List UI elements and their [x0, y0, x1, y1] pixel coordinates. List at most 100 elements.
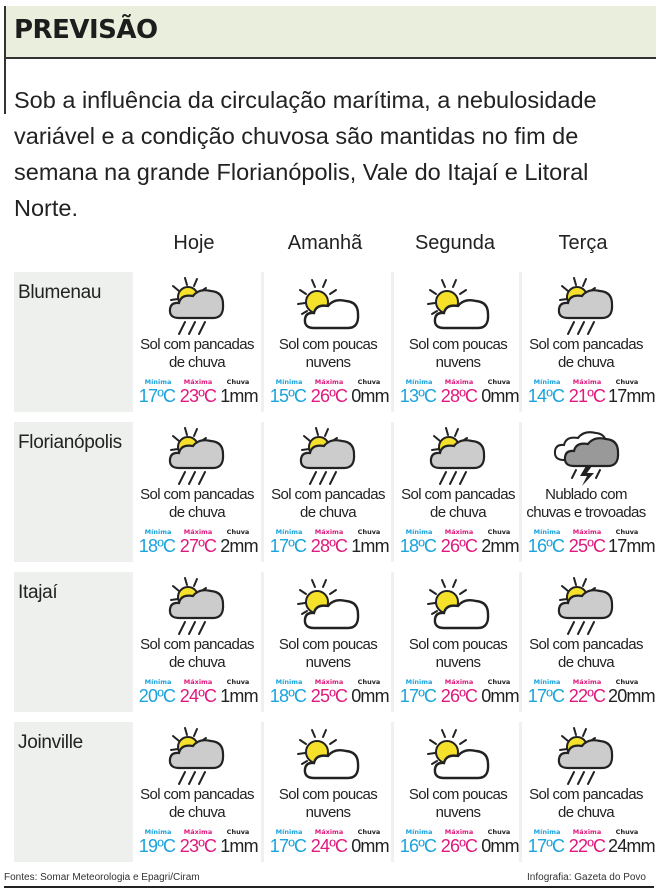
storm-cloud-icon: [522, 426, 650, 488]
min-temp: 18ºC: [269, 686, 307, 706]
max-label: Máxima: [183, 528, 213, 536]
condition-line-2: de chuva: [168, 804, 226, 821]
forecast-cell: Sol com poucas nuvens Mínima Máxima Chuva 18º…: [261, 572, 392, 712]
rain-label: Chuva: [615, 378, 639, 386]
forecast-cell: Sol com poucas nuvens Mínima Máxima Chuva 17º…: [391, 572, 522, 712]
value-labels: Mínima Máxima Chuva: [139, 378, 257, 386]
condition-text: Sol com pancadas de chuva: [522, 786, 650, 822]
min-temp: 14ºC: [527, 386, 565, 406]
forecast-cell: Sol com pancadas de chuva Mínima Máxima Chuv…: [519, 272, 656, 412]
rain-label: Chuva: [226, 378, 250, 386]
rain-amount: 1mm: [220, 386, 258, 406]
rain-amount: 1mm: [220, 686, 258, 706]
min-temp: 16ºC: [527, 536, 565, 556]
max-label: Máxima: [183, 828, 213, 836]
header-band: [4, 6, 656, 59]
condition-line-2: de chuva: [168, 504, 226, 521]
rain-label: Chuva: [226, 528, 250, 536]
value-labels: Mínima Máxima Chuva: [270, 828, 388, 836]
condition-line-1: Sol com poucas: [408, 336, 508, 353]
condition-text: Sol com pancadas de chuva: [133, 336, 261, 372]
city-cell: Florianópolis: [14, 422, 130, 562]
sources-note: Fontes: Somar Meteorologia e Epagri/Cira…: [4, 872, 200, 883]
max-label: Máxima: [314, 378, 344, 386]
condition-line-2: de chuva: [168, 654, 226, 671]
max-temp: 28ºC: [440, 386, 478, 406]
rain-amount: 20mm: [608, 686, 656, 706]
sun-cloud-rain-icon: [133, 276, 261, 338]
max-label: Máxima: [314, 528, 344, 536]
sun-cloud-icon: [394, 576, 522, 638]
condition-line-1: Sol com pancadas: [140, 486, 254, 503]
condition-text: Sol com pancadas de chuva: [133, 786, 261, 822]
values: 18ºC 26ºC 2mm: [398, 536, 520, 557]
min-temp: 17ºC: [527, 836, 565, 856]
condition-line-1: Sol com poucas: [408, 636, 508, 653]
credit-note: Infografia: Gazeta do Povo: [527, 872, 646, 883]
value-labels: Mínima Máxima Chuva: [270, 378, 388, 386]
forecast-cell: Sol com poucas nuvens Mínima Máxima Chuva 16º…: [391, 722, 522, 862]
values: 17ºC 28ºC 1mm: [268, 536, 390, 557]
condition-line-1: Sol com pancadas: [271, 486, 385, 503]
min-label: Mínima: [144, 378, 172, 386]
condition-line-1: Sol com pancadas: [140, 336, 254, 353]
condition-text: Sol com pancadas de chuva: [133, 486, 261, 522]
value-labels: Mínima Máxima Chuva: [270, 678, 388, 686]
city-cell: Blumenau: [14, 272, 130, 412]
rain-amount: 2mm: [481, 536, 519, 556]
forecast-cell: Sol com poucas nuvens Mínima Máxima Chuva 17º…: [261, 722, 392, 862]
min-temp: 19ºC: [138, 836, 176, 856]
rain-amount: 0mm: [481, 686, 519, 706]
value-labels: Mínima Máxima Chuva: [528, 528, 646, 536]
max-temp: 26ºC: [440, 686, 478, 706]
min-label: Mínima: [405, 678, 433, 686]
day-header-terca: Terça: [558, 232, 608, 254]
min-label: Mínima: [275, 828, 303, 836]
city-row: Joinville Sol com pancadas de chuva Mínima…: [0, 722, 660, 862]
min-label: Mínima: [275, 528, 303, 536]
city-name: Blumenau: [18, 282, 102, 303]
sun-cloud-rain-icon: [133, 726, 261, 788]
condition-text: Sol com poucas nuvens: [264, 636, 392, 672]
city-name: Florianópolis: [18, 432, 122, 453]
sun-cloud-rain-icon: [522, 276, 650, 338]
min-temp: 18ºC: [138, 536, 176, 556]
condition-line-2: nuvens: [435, 804, 481, 821]
condition-text: Sol com poucas nuvens: [264, 786, 392, 822]
max-label: Máxima: [572, 528, 602, 536]
rain-label: Chuva: [487, 678, 511, 686]
forecast-cell: Sol com pancadas de chuva Mínima Máxima Chuv…: [130, 722, 261, 862]
rain-label: Chuva: [357, 678, 381, 686]
max-label: Máxima: [183, 678, 213, 686]
day-header-segunda: Segunda: [414, 232, 496, 254]
forecast-cell: Nublado com chuvas e trovoadas Mínima Máxim…: [519, 422, 656, 562]
sun-cloud-rain-icon: [133, 576, 261, 638]
condition-text: Sol com pancadas de chuva: [264, 486, 392, 522]
max-label: Máxima: [572, 828, 602, 836]
footer-rule: [4, 886, 654, 888]
condition-line-1: Sol com pancadas: [529, 786, 643, 803]
sun-cloud-rain-icon: [522, 726, 650, 788]
condition-line-1: Sol com poucas: [278, 336, 378, 353]
max-temp: 27ºC: [179, 536, 217, 556]
city-row: Florianópolis Sol com pancadas de chuva Mí…: [0, 422, 660, 562]
min-temp: 18ºC: [399, 536, 437, 556]
max-label: Máxima: [314, 828, 344, 836]
sun-cloud-rain-icon: [264, 426, 392, 488]
values: 18ºC 27ºC 2mm: [137, 536, 259, 557]
min-temp: 20ºC: [138, 686, 176, 706]
min-label: Mínima: [405, 528, 433, 536]
max-temp: 21ºC: [568, 386, 606, 406]
values: 14ºC 21ºC 17mm: [526, 386, 656, 407]
min-temp: 15ºC: [269, 386, 307, 406]
sun-cloud-icon: [264, 276, 392, 338]
forecast-cell: Sol com pancadas de chuva Mínima Máxima Chuv…: [130, 422, 261, 562]
max-label: Máxima: [444, 828, 474, 836]
value-labels: Mínima Máxima Chuva: [400, 378, 518, 386]
condition-line-1: Sol com pancadas: [401, 486, 515, 503]
value-labels: Mínima Máxima Chuva: [400, 528, 518, 536]
sun-cloud-icon: [394, 726, 522, 788]
condition-line-2: chuvas e trovoadas: [526, 504, 646, 521]
rain-label: Chuva: [226, 678, 250, 686]
max-temp: 26ºC: [440, 836, 478, 856]
